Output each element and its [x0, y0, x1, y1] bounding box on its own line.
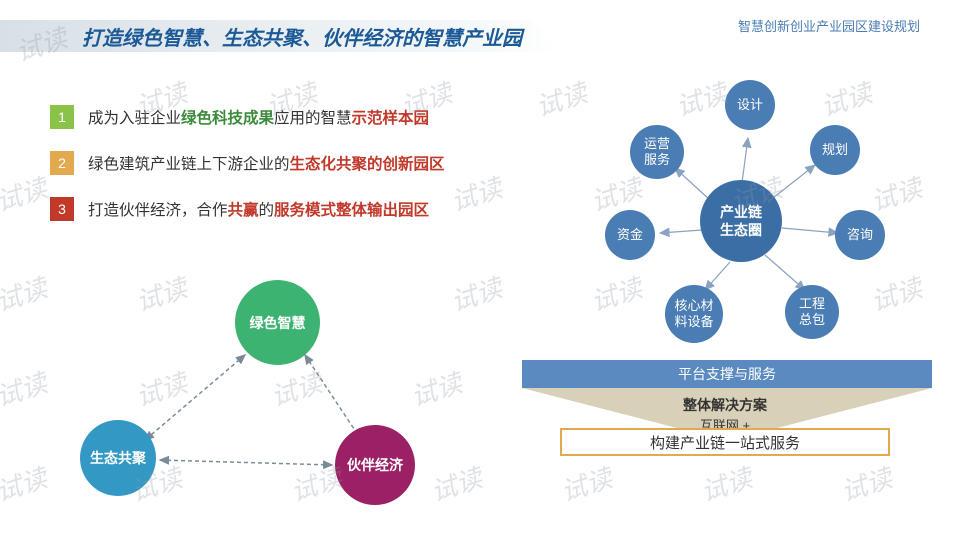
platform-bar: 平台支撑与服务: [522, 360, 932, 388]
point-text: 绿色建筑产业链上下游企业的生态化共聚的创新园区: [88, 152, 445, 174]
ecosystem-node-3: 工程总包: [785, 285, 839, 339]
solution-label: 整体解决方案: [620, 395, 830, 415]
watermark: 试读: [0, 363, 51, 414]
ecosystem-diagram: 产业链生态圈 设计规划咨询工程总包 核心材料设备资金 运营服务: [550, 80, 930, 350]
watermark: 试读: [696, 458, 757, 509]
triangle-diagram: 绿色智慧生态共聚 伙伴经济: [70, 280, 470, 520]
ecosystem-node-5: 资金: [605, 210, 655, 260]
point-number: 2: [50, 151, 74, 175]
triangle-node-right: 伙伴经济: [335, 425, 415, 505]
watermark: 试读: [0, 268, 51, 319]
slide-subtitle: 智慧创新创业产业园区建设规划: [738, 16, 920, 35]
watermark: 试读: [556, 458, 617, 509]
ecosystem-node-0: 设计: [725, 80, 775, 130]
point-row: 3 打造伙伴经济，合作共赢的服务模式整体输出园区: [50, 197, 445, 221]
triangle-node-left: 生态共聚: [80, 420, 156, 496]
point-text: 成为入驻企业绿色科技成果应用的智慧示范样本园: [88, 106, 429, 128]
ecosystem-center: 产业链生态圈: [700, 180, 782, 262]
watermark: 试读: [836, 458, 897, 509]
ecosystem-node-1: 规划: [810, 125, 860, 175]
watermark: 试读: [0, 168, 51, 219]
slide-title: 打造绿色智慧、生态共聚、伙伴经济的智慧产业园: [82, 22, 522, 51]
watermark: 试读: [0, 458, 51, 509]
point-text: 打造伙伴经济，合作共赢的服务模式整体输出园区: [88, 198, 429, 220]
point-row: 1 成为入驻企业绿色科技成果应用的智慧示范样本园: [50, 105, 445, 129]
point-row: 2 绿色建筑产业链上下游企业的生态化共聚的创新园区: [50, 151, 445, 175]
ecosystem-node-2: 咨询: [835, 210, 885, 260]
point-number: 3: [50, 197, 74, 221]
watermark: 试读: [446, 168, 507, 219]
triangle-node-top: 绿色智慧: [235, 280, 320, 365]
point-number: 1: [50, 105, 74, 129]
ecosystem-node-4: 核心材料设备: [665, 285, 723, 343]
bottom-service-box: 构建产业链一站式服务: [560, 428, 890, 456]
bullet-points: 1 成为入驻企业绿色科技成果应用的智慧示范样本园 2 绿色建筑产业链上下游企业的生态化…: [50, 105, 445, 243]
ecosystem-node-6: 运营服务: [630, 125, 684, 179]
